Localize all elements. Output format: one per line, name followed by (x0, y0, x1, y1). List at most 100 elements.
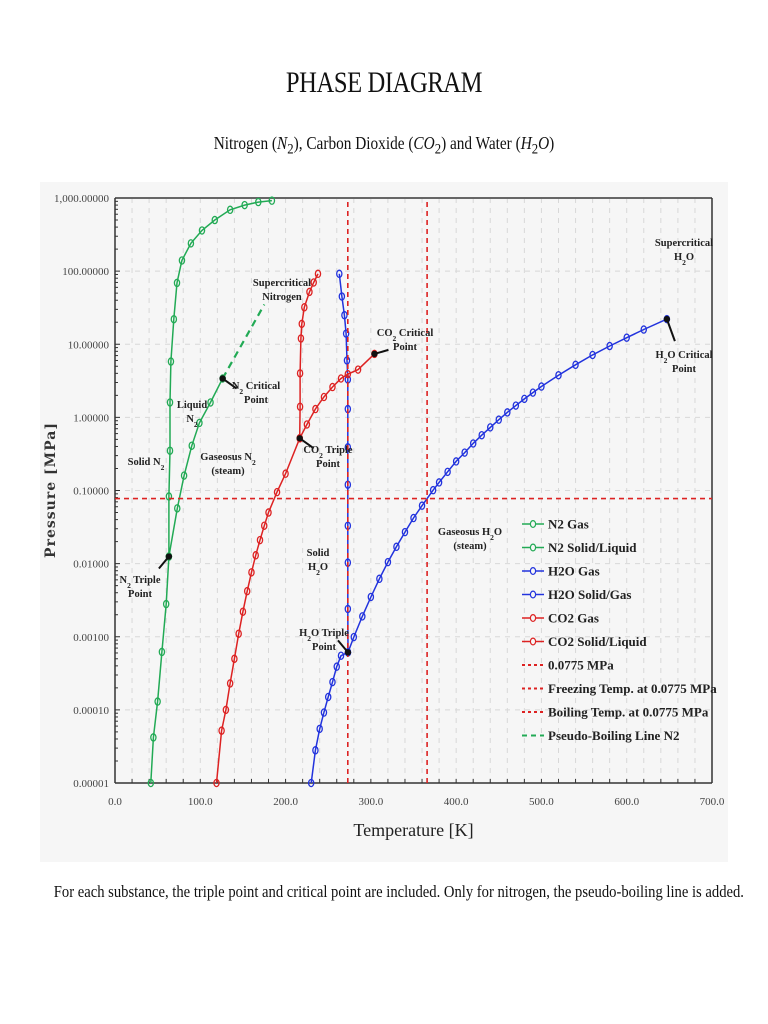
data-marker (312, 746, 319, 755)
data-marker (173, 278, 181, 288)
data-marker (150, 733, 157, 742)
series-n2-solid-liquid (165, 196, 276, 561)
data-marker (623, 333, 630, 342)
chart-annotation: (steam) (453, 541, 487, 552)
chart-annotation: (steam) (211, 466, 245, 477)
subtitle-formula: H (520, 133, 532, 153)
data-marker (572, 360, 579, 370)
data-marker (312, 404, 319, 414)
co2-triple-point-marker (296, 435, 315, 450)
chart-annotation: Point (244, 395, 268, 406)
h2o-triple-point-marker (337, 639, 352, 656)
n2-triple-point-marker (158, 553, 173, 570)
data-marker (188, 441, 196, 450)
chart-annotation: H2O (308, 562, 328, 577)
data-marker (298, 319, 306, 329)
data-marker (231, 654, 238, 664)
data-marker (256, 535, 264, 545)
data-marker (337, 651, 345, 660)
data-marker (495, 415, 503, 424)
data-marker (401, 527, 409, 537)
legend-item: 0.0775 MPa (522, 658, 614, 673)
legend-label: CO2 Gas (548, 611, 599, 626)
h2o-critical-point-marker (663, 315, 676, 342)
data-marker (296, 402, 304, 411)
data-marker (314, 269, 322, 279)
n2-critical-point-marker (219, 375, 238, 390)
data-marker (341, 310, 348, 320)
chart-annotation: Point (672, 364, 696, 375)
data-marker (235, 629, 242, 638)
legend-label: N2 Solid/Liquid (548, 540, 637, 555)
chart-annotation: Point (393, 342, 417, 353)
data-marker (376, 574, 383, 584)
data-marker (444, 467, 451, 477)
series-co2-solid-liquid (296, 269, 322, 443)
legend-item: CO2 Gas (522, 611, 599, 626)
legend-item: Pseudo-Boiling Line N2 (522, 728, 679, 743)
data-marker (350, 632, 358, 642)
data-marker (589, 350, 596, 360)
x-tick-label: 0.0 (108, 796, 122, 808)
y-axis-title: Pressure [MPa] (43, 422, 59, 558)
data-marker (478, 430, 485, 440)
x-tick-label: 500.0 (529, 796, 554, 808)
data-marker (273, 487, 281, 497)
x-axis-title: Temperature [K] (353, 820, 473, 840)
chart-subtitle: Nitrogen (N2), Carbon Dioxide (CO2) and … (58, 133, 711, 159)
data-marker (297, 334, 305, 343)
chart-annotation: Solid (307, 548, 330, 559)
data-marker (393, 542, 400, 552)
data-marker (178, 256, 186, 265)
data-marker (367, 592, 375, 602)
legend-label: CO2 Solid/Liquid (548, 634, 647, 649)
data-marker (167, 357, 175, 366)
y-tick-label: 0.00001 (73, 778, 109, 790)
y-axis-ticks (114, 200, 713, 784)
data-marker (555, 370, 562, 380)
page-title: PHASE DIAGRAM (285, 66, 483, 99)
data-marker (180, 471, 188, 480)
chart-annotation: Liquid (177, 400, 208, 411)
subtitle-text: ) (549, 133, 555, 153)
data-marker (158, 647, 166, 657)
data-marker (248, 568, 255, 577)
chart-annotation: H2O (674, 252, 694, 267)
y-tick-label: 100.00000 (62, 266, 109, 278)
figure-caption: For each substance, the triple point and… (53, 882, 744, 901)
data-marker (338, 292, 346, 301)
chart-legend: N2 Gas N2 Solid/Liquid H2O Gas H2O Solid/Ga… (522, 517, 717, 743)
data-marker (512, 401, 520, 410)
data-marker (320, 708, 328, 717)
chart-annotation: Point (316, 459, 340, 470)
legend-item: N2 Solid/Liquid (522, 540, 637, 555)
data-marker (329, 382, 336, 392)
data-marker (241, 200, 248, 210)
legend-label: H2O Gas (548, 564, 600, 579)
data-marker (384, 557, 392, 567)
chart-annotation: Point (312, 642, 336, 653)
data-marker (435, 478, 443, 487)
data-marker (337, 374, 345, 383)
data-marker (265, 508, 272, 517)
gridlines (115, 198, 713, 783)
data-marker (198, 226, 206, 235)
y-tick-label: 0.01000 (73, 559, 109, 571)
subtitle-subscript: 2 (287, 141, 294, 158)
data-marker (166, 398, 174, 407)
data-marker (461, 448, 468, 457)
co2-critical-point-marker (371, 348, 389, 358)
x-tick-label: 400.0 (444, 796, 469, 808)
subtitle-text: ), Carbon Dioxide ( (293, 133, 414, 153)
data-marker (344, 604, 352, 614)
data-marker (344, 443, 352, 452)
data-marker (243, 586, 251, 596)
data-marker (218, 726, 225, 735)
y-tick-label: 1.00000 (73, 412, 109, 424)
chart-annotation: CO2 Triple (303, 445, 352, 460)
chart-annotation: H2O Critical (655, 350, 712, 365)
data-marker (324, 692, 332, 702)
chart-annotation: N2 Critical (232, 381, 280, 396)
legend-label: 0.0775 MPa (548, 658, 614, 673)
data-marker (487, 423, 494, 432)
